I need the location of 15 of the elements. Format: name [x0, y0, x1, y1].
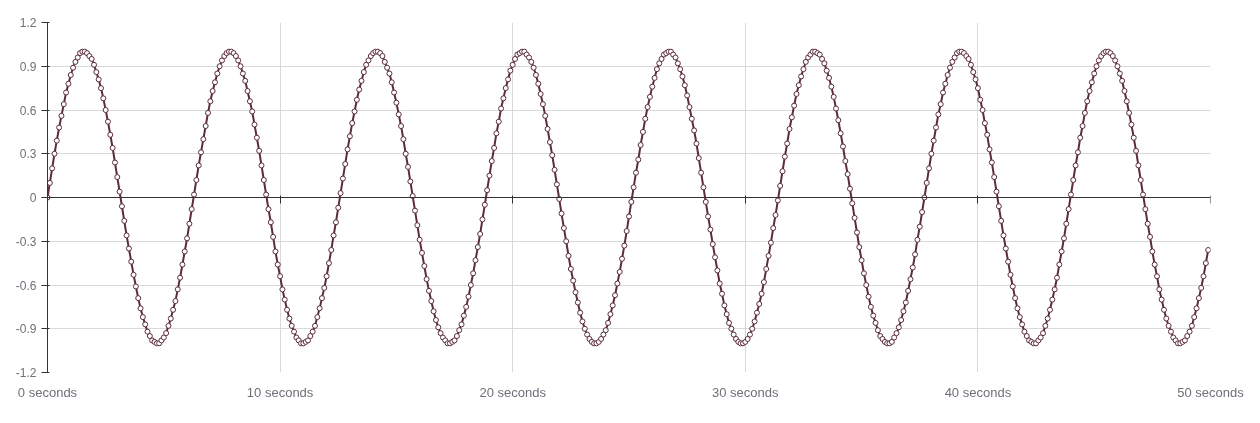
x-tick-label: 20 seconds — [479, 384, 547, 400]
y-tick-label: 0 — [29, 191, 37, 205]
x-tick-label: 40 seconds — [944, 384, 1012, 400]
y-tick-label: 0.6 — [19, 103, 37, 118]
y-tick-label: -1.2 — [15, 366, 37, 380]
x-tick-label: 0 seconds — [17, 384, 78, 400]
x-tick-label: 50 seconds — [1177, 384, 1245, 400]
y-tick-label: -0.9 — [15, 322, 37, 337]
x-tick-label: 30 seconds — [712, 384, 780, 400]
y-tick-label: -0.3 — [15, 234, 37, 249]
y-tick-label: 0.9 — [19, 59, 37, 74]
x-tick-label: 10 seconds — [246, 384, 314, 400]
y-tick-label: 0.3 — [19, 147, 37, 162]
y-tick-label: -0.6 — [15, 278, 37, 293]
y-tick-label: 1.2 — [19, 16, 37, 30]
